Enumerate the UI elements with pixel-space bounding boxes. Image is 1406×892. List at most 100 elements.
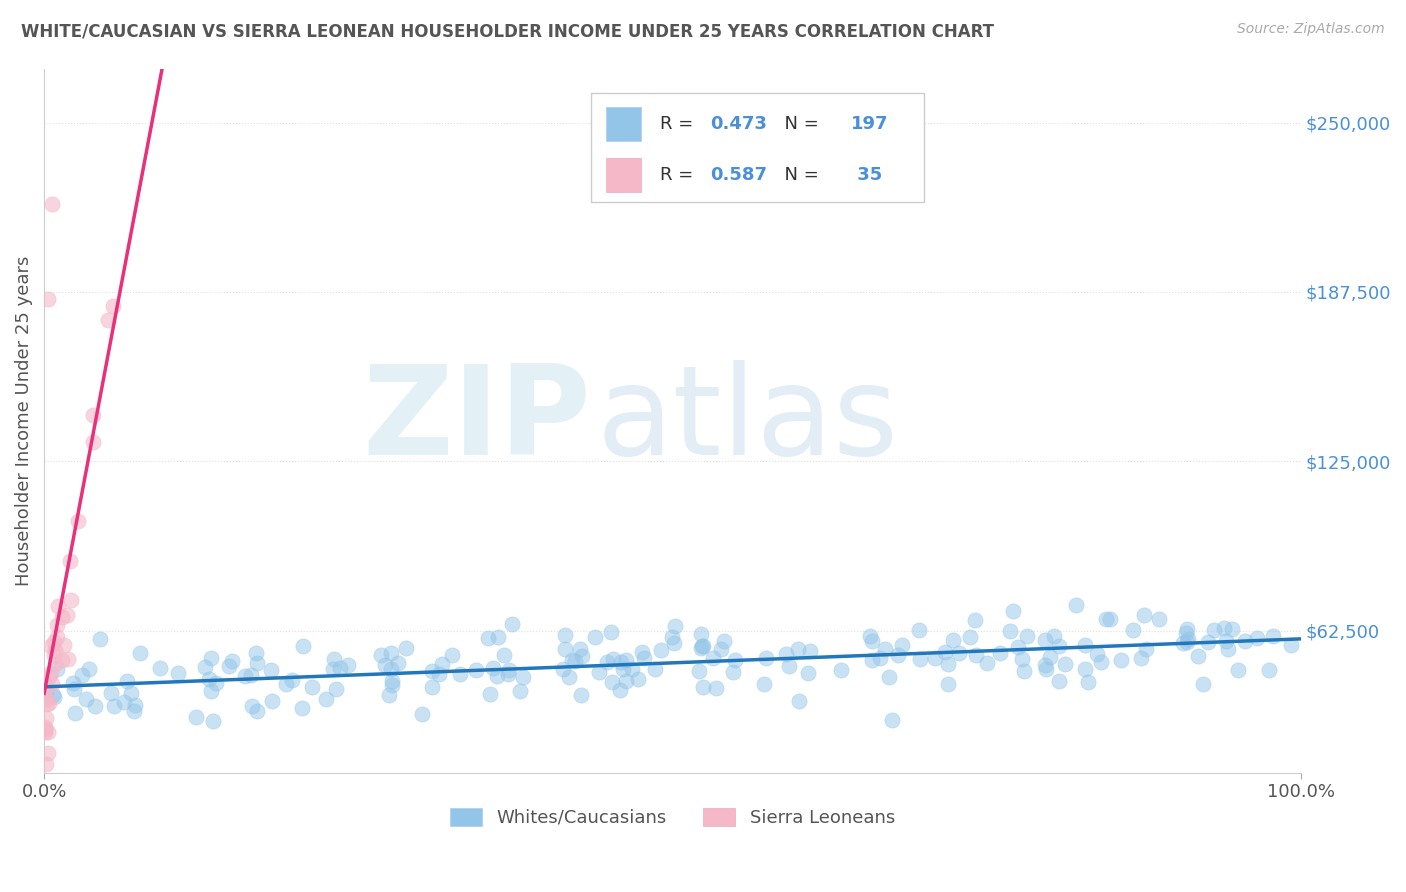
Point xyxy=(1054,657,1077,672)
Point xyxy=(432,657,454,672)
Point xyxy=(59,593,82,607)
Point xyxy=(387,656,409,670)
Text: N =: N = xyxy=(773,166,824,184)
Point xyxy=(661,630,683,644)
Point xyxy=(44,690,66,704)
Point xyxy=(1074,639,1097,653)
Point xyxy=(274,677,297,691)
Point xyxy=(198,672,221,686)
Point xyxy=(620,661,643,675)
Point xyxy=(554,628,576,642)
Point xyxy=(246,656,269,670)
Point xyxy=(46,599,69,613)
Point xyxy=(692,680,714,694)
Point xyxy=(512,670,534,684)
Point xyxy=(34,722,56,736)
Point xyxy=(948,646,970,660)
Point xyxy=(1233,634,1256,648)
Point xyxy=(395,640,418,655)
Point xyxy=(440,648,463,662)
Point xyxy=(46,618,69,632)
Point xyxy=(498,667,520,681)
Point xyxy=(35,685,58,699)
Point xyxy=(315,691,337,706)
Point xyxy=(869,651,891,665)
Point xyxy=(976,656,998,670)
Point xyxy=(859,629,882,643)
Point xyxy=(934,645,956,659)
Point xyxy=(799,644,821,658)
Point xyxy=(830,663,852,677)
Point xyxy=(509,683,531,698)
Point xyxy=(631,644,654,658)
Point xyxy=(1213,621,1236,635)
Point xyxy=(965,648,987,662)
Text: 0.473: 0.473 xyxy=(710,115,766,133)
Point xyxy=(1121,623,1143,637)
Point xyxy=(1011,652,1033,666)
Point xyxy=(614,673,637,688)
Point xyxy=(1077,674,1099,689)
Point xyxy=(602,652,624,666)
Point xyxy=(614,653,637,667)
Text: N =: N = xyxy=(773,115,824,133)
Point xyxy=(860,653,883,667)
Point xyxy=(662,636,685,650)
Bar xyxy=(606,107,641,141)
Point xyxy=(101,299,124,313)
Point xyxy=(612,662,634,676)
Point xyxy=(77,662,100,676)
Point xyxy=(486,669,509,683)
Point xyxy=(1085,647,1108,661)
Point xyxy=(599,625,621,640)
Point xyxy=(35,693,58,707)
Point xyxy=(492,648,515,663)
Point xyxy=(328,661,350,675)
Point xyxy=(724,653,747,667)
Point xyxy=(478,687,501,701)
Point xyxy=(325,681,347,696)
Point xyxy=(1279,638,1302,652)
Point xyxy=(336,657,359,672)
Point xyxy=(82,408,104,422)
Point xyxy=(1047,673,1070,688)
Point xyxy=(723,665,745,679)
Point xyxy=(755,651,778,665)
Point xyxy=(778,659,800,673)
Point xyxy=(1095,611,1118,625)
Point xyxy=(1135,642,1157,657)
Point xyxy=(1175,622,1198,636)
Point xyxy=(84,698,107,713)
Point xyxy=(1204,623,1226,637)
Legend: Whites/Caucasians, Sierra Leoneans: Whites/Caucasians, Sierra Leoneans xyxy=(443,800,903,834)
Point xyxy=(877,670,900,684)
Point xyxy=(1090,655,1112,669)
Point xyxy=(998,624,1021,638)
Point xyxy=(290,700,312,714)
Point xyxy=(644,662,666,676)
Point xyxy=(1047,640,1070,654)
Point xyxy=(891,638,914,652)
Point xyxy=(194,660,217,674)
Point xyxy=(42,634,65,648)
Point xyxy=(75,692,97,706)
Point xyxy=(1261,629,1284,643)
Point xyxy=(240,699,263,714)
Point xyxy=(420,680,443,694)
Point xyxy=(44,648,66,662)
Point xyxy=(124,698,146,713)
Point xyxy=(62,676,84,690)
Point xyxy=(42,688,65,702)
Point xyxy=(450,667,472,681)
Point xyxy=(1216,642,1239,657)
Point xyxy=(115,673,138,688)
Point xyxy=(377,688,399,702)
Point xyxy=(41,197,63,211)
Point xyxy=(1215,634,1237,648)
Point xyxy=(1171,636,1194,650)
Point xyxy=(58,652,80,666)
Point xyxy=(66,514,89,528)
Point xyxy=(1220,623,1243,637)
Point xyxy=(51,610,73,624)
Point xyxy=(1015,629,1038,643)
